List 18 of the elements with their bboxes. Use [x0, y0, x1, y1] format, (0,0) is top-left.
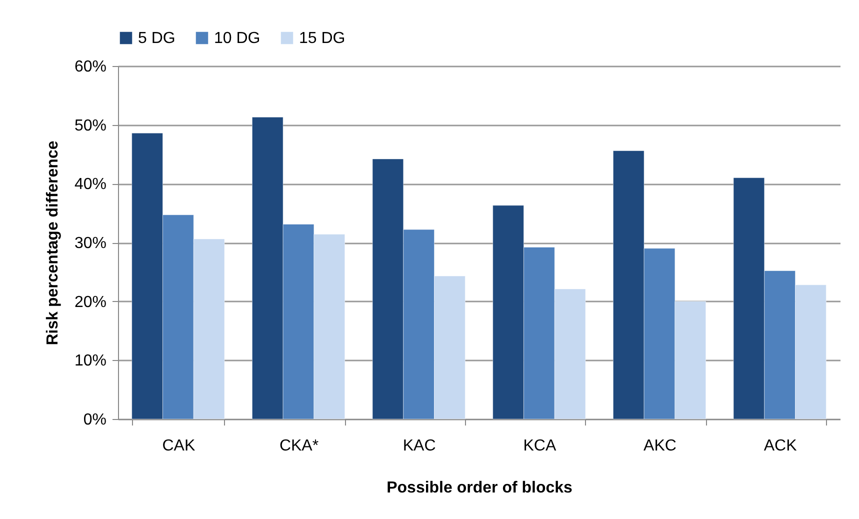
x-tick-label: CAK — [162, 438, 196, 454]
y-tick-label: 10% — [74, 352, 106, 370]
x-tick-label: KCA — [523, 438, 556, 454]
y-tick-label: 40% — [74, 176, 106, 194]
y-tick-label: 30% — [74, 235, 106, 252]
y-tick-label: 0% — [83, 412, 106, 428]
x-tick-label: CKA* — [279, 438, 319, 454]
legend-label: 10 DG — [214, 30, 260, 47]
x-tick-label: KAC — [402, 438, 436, 454]
x-tick-label: AKC — [644, 438, 676, 454]
legend-label: 5 DG — [138, 30, 176, 47]
y-tick-label: 20% — [74, 294, 106, 311]
legend-label: 15 DG — [299, 30, 346, 47]
y-tick-label: 60% — [74, 58, 106, 76]
x-tick-label: ACK — [764, 438, 798, 454]
x-axis-title: Possible order of blocks — [386, 480, 573, 496]
y-axis-title: Risk percentage difference — [44, 140, 62, 346]
y-tick-label: 50% — [74, 117, 106, 134]
